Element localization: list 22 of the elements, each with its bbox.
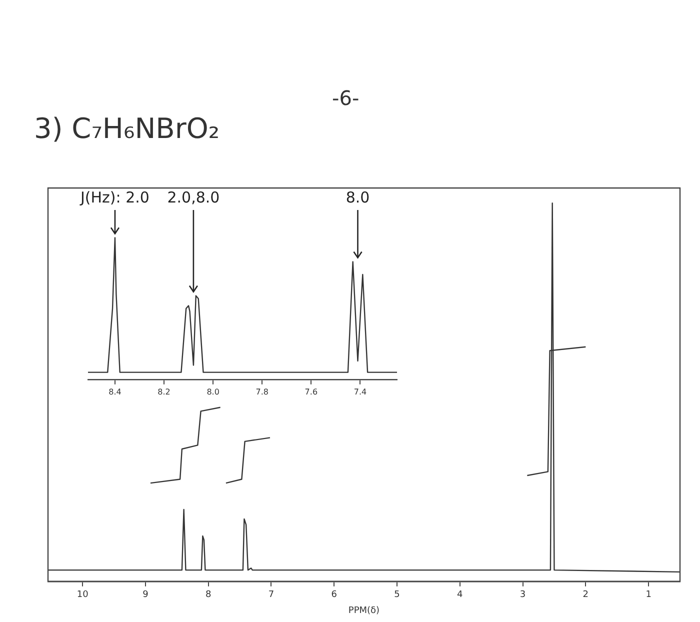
x-tick-label: 7.6 (304, 387, 318, 396)
x-tick-label: 7.8 (256, 387, 268, 396)
x-tick-label: 8.0 (206, 387, 220, 396)
text: -6- (332, 86, 360, 110)
x-tick-label: 10 (76, 590, 89, 600)
x-tick-label: 1 (646, 590, 652, 600)
x-tick-label: 7 (268, 590, 274, 600)
x-axis-title: PPM(δ) (348, 606, 380, 616)
x-tick-label: 5 (394, 590, 400, 600)
x-tick-label: 8.2 (158, 387, 170, 396)
x-tick-label: 4 (457, 590, 464, 600)
x-tick-label: 8 (205, 590, 212, 600)
annotation: 2.0,8.0 (167, 188, 220, 206)
annotation: J(Hz): 2.0 (79, 188, 150, 206)
annotation: 8.0 (346, 188, 370, 206)
x-tick-label: 2 (582, 590, 589, 600)
x-tick-label: 8.4 (108, 387, 122, 396)
x-tick-label: 3 (520, 590, 526, 600)
x-tick-label: 7.4 (354, 387, 367, 396)
x-tick-label: 9 (142, 590, 149, 600)
x-tick-label: 6 (331, 590, 338, 600)
chart-title: 3) C₇H₆NBrO₂ (34, 112, 220, 145)
